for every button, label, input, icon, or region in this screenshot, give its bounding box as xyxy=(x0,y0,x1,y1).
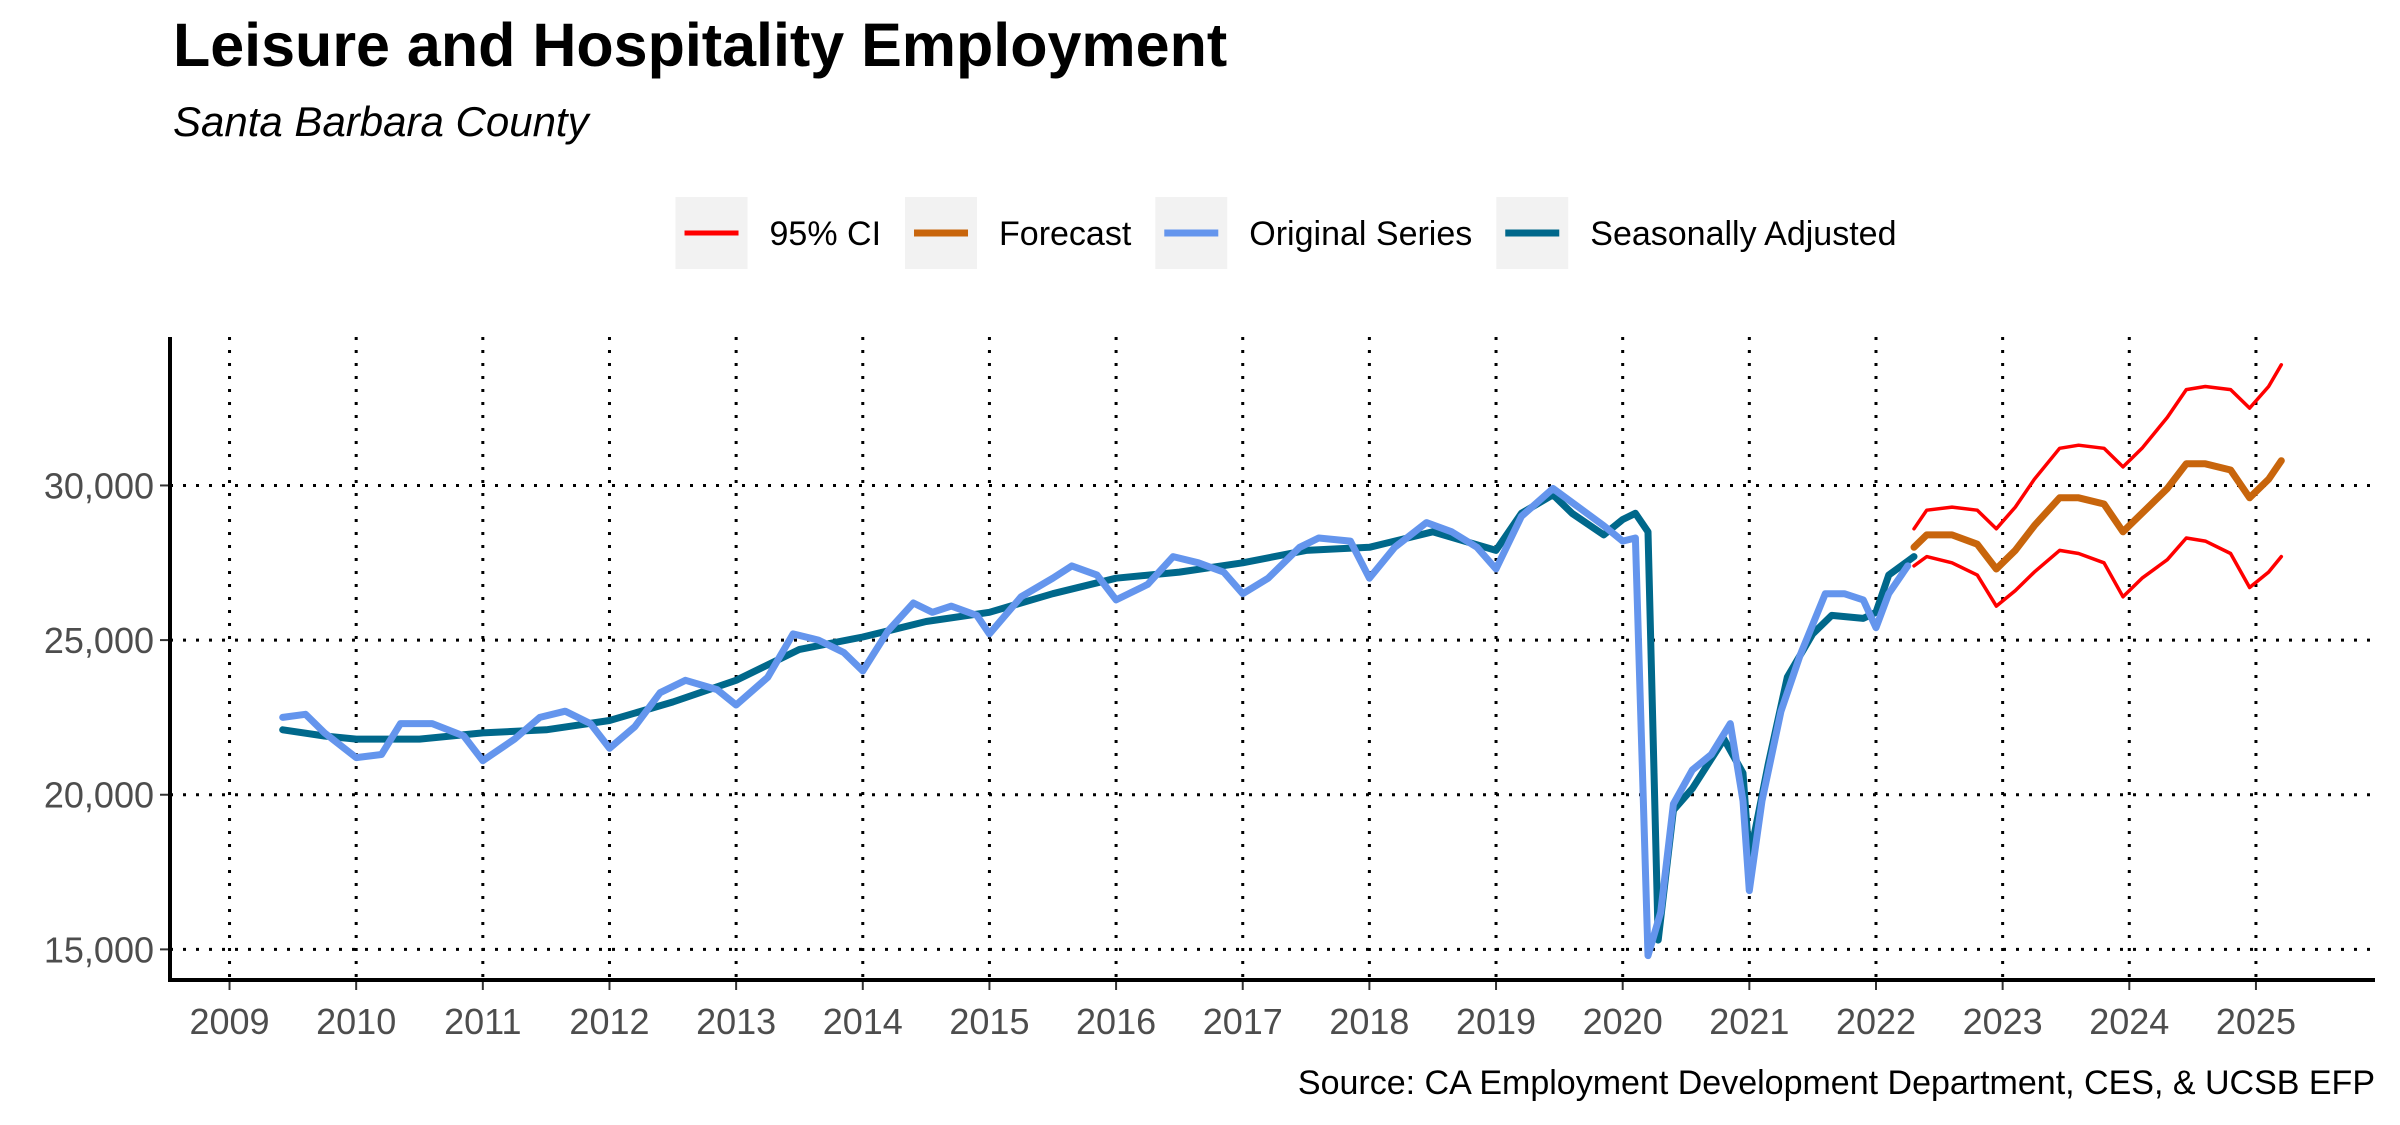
chart-subtitle: Santa Barbara County xyxy=(173,98,592,145)
y-tick-label: 15,000 xyxy=(44,929,154,970)
line-values xyxy=(1910,457,2285,573)
x-tick-label: 2011 xyxy=(444,1001,521,1042)
x-tick-label: 2014 xyxy=(823,1001,903,1042)
x-tick-label: 2023 xyxy=(1963,1001,2043,1042)
x-tick-label: 2020 xyxy=(1583,1001,1663,1042)
x-tick-label: 2018 xyxy=(1329,1001,1409,1042)
x-tick-label: 2017 xyxy=(1203,1001,1283,1042)
x-tick-label: 2019 xyxy=(1456,1001,1536,1042)
plot-area xyxy=(279,363,2285,960)
legend: 95% CI Forecast Original Series Seasonally … xyxy=(675,197,1896,269)
x-tick-label: 2021 xyxy=(1709,1001,1789,1042)
line-upper xyxy=(1912,363,2284,531)
legend-item: Original Series xyxy=(1155,197,1472,269)
source-note: Source: CA Employment Development Depart… xyxy=(1298,1064,2375,1102)
line-lower xyxy=(1912,536,2284,608)
legend-item: Forecast xyxy=(905,197,1132,269)
y-tick-label: 30,000 xyxy=(44,465,154,506)
x-tick-label: 2010 xyxy=(316,1001,396,1042)
grid xyxy=(170,337,2375,980)
x-tick-label: 2024 xyxy=(2089,1001,2169,1042)
axes: 2009 2010 2011 2012 2013 2014 2015 2016 2017 2018… xyxy=(44,337,2375,1042)
x-tick-label: 2009 xyxy=(189,1001,269,1042)
legend-label: Forecast xyxy=(999,215,1132,253)
legend-item: Seasonally Adjusted xyxy=(1496,197,1896,269)
y-tick-label: 25,000 xyxy=(44,620,154,661)
x-tick-label: 2013 xyxy=(696,1001,776,1042)
line-values xyxy=(279,485,1912,960)
x-tick-label: 2016 xyxy=(1076,1001,1156,1042)
legend-item: 95% CI xyxy=(675,197,882,269)
x-tick-label: 2012 xyxy=(569,1001,649,1042)
x-tick-label: 2015 xyxy=(949,1001,1029,1042)
legend-label: Original Series xyxy=(1249,215,1472,253)
chart-title: Leisure and Hospitality Employment xyxy=(173,11,1227,79)
x-tick-label: 2022 xyxy=(1836,1001,1916,1042)
y-tick-label: 20,000 xyxy=(44,775,154,816)
legend-label: Seasonally Adjusted xyxy=(1590,215,1896,253)
legend-label: 95% CI xyxy=(770,215,882,253)
x-tick-label: 2025 xyxy=(2216,1001,2296,1042)
